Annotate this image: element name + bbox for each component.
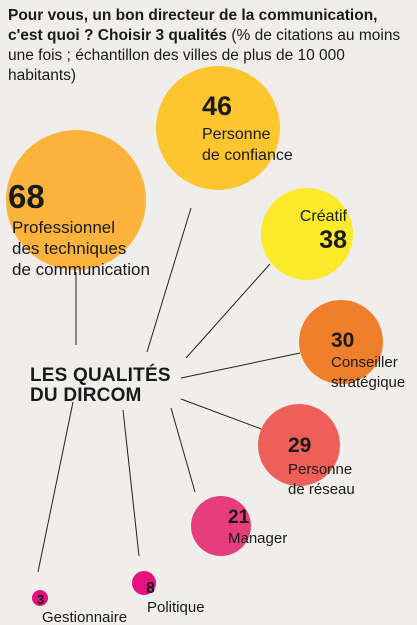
bubble-value-7: 3 <box>37 592 44 607</box>
bubble-label-3-1: stratégique <box>331 374 405 391</box>
bubble-value-4: 29 <box>288 434 311 457</box>
bubble-label-0-0: Professionnel <box>12 218 115 237</box>
bubble-0 <box>6 130 146 270</box>
bubble-label-1-1: de confiance <box>202 147 293 164</box>
intro-question: Pour vous, un bon directeur de la commun… <box>8 7 378 44</box>
bubble-3 <box>299 300 383 384</box>
bubble-value-0: 68 <box>8 178 45 215</box>
bubble-1 <box>156 66 280 190</box>
bubble-2 <box>261 188 353 280</box>
bubble-6 <box>132 571 156 595</box>
bubble-label-0-1: des techniques <box>12 239 126 258</box>
bubble-label-7-0: Gestionnaire <box>42 609 127 625</box>
center-title-line-2: DU DIRCOM <box>30 385 142 406</box>
chart-intro: Pour vous, un bon directeur de la commun… <box>8 6 408 86</box>
bubble-label-0-2: de communication <box>12 260 150 279</box>
bubble-label-5-0: Manager <box>228 530 287 547</box>
bubble-label-1-0: Personne <box>202 126 271 143</box>
bubble-value-5: 21 <box>228 507 250 528</box>
bubble-5 <box>191 496 251 556</box>
bubble-value-1: 46 <box>202 91 232 121</box>
center-title: LES QUALITÉS DU DIRCOM <box>30 366 171 406</box>
bubble-label-2-0: Créatif <box>300 208 348 225</box>
bubble-4 <box>258 404 340 486</box>
connector-line-3 <box>180 352 301 379</box>
bubble-value-3: 30 <box>331 329 354 352</box>
bubble-value-2: 38 <box>319 226 347 254</box>
intro-note: (% de citations au moins une fois ; écha… <box>8 27 401 84</box>
connector-line-4 <box>180 398 265 431</box>
connector-line-2 <box>185 263 271 359</box>
bubble-label-6-0: Politique <box>147 599 205 616</box>
bubble-label-3-0: Conseiller <box>331 354 398 371</box>
bubble-7 <box>32 590 48 606</box>
bubble-label-4-0: Personne <box>288 461 352 478</box>
connector-line-5 <box>170 407 196 493</box>
connector-line-7 <box>37 401 74 573</box>
bubble-value-6: 8 <box>146 580 155 597</box>
connector-line-1 <box>146 207 192 353</box>
bubble-label-4-1: de réseau <box>288 481 355 498</box>
connector-line-6 <box>122 409 140 557</box>
center-title-line-1: LES QUALITÉS <box>30 365 171 386</box>
